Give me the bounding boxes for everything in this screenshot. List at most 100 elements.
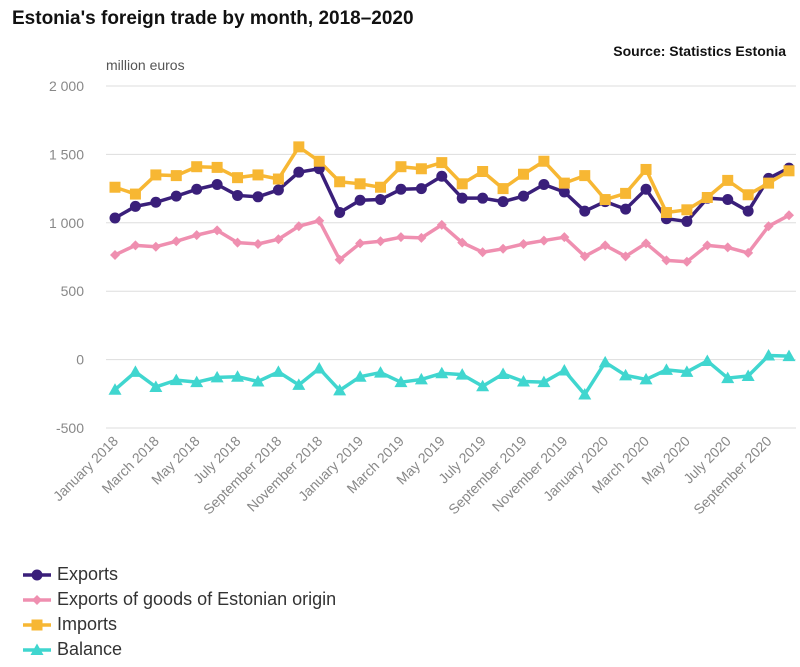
data-point-balance <box>639 372 653 385</box>
data-point-imports <box>191 161 203 173</box>
data-point-balance <box>455 368 469 380</box>
data-point-exports <box>640 183 652 195</box>
data-point-balance <box>190 375 204 388</box>
data-point-exports <box>477 192 489 204</box>
series-line-exports <box>114 166 790 224</box>
data-point-balance <box>271 365 285 377</box>
data-point-balance <box>231 370 245 382</box>
data-point-imports <box>579 170 591 182</box>
line-chart: -500 0 500 1 000 1 500 2 000 million euros Ja… <box>49 57 796 518</box>
data-point-exports <box>129 200 141 212</box>
data-point-imports <box>252 169 264 181</box>
series-line-exports-of-goods-of-estonian-origin <box>114 213 790 264</box>
legend-marker-exports <box>31 569 43 580</box>
data-point-exports <box>232 189 244 201</box>
y-tick-label: 2 000 <box>49 78 84 94</box>
data-point-exports-of-goods-of-estonian-origin <box>681 256 692 267</box>
data-point-balance <box>496 367 510 379</box>
legend-label: Exports of goods of Estonian origin <box>57 589 337 609</box>
data-point-exports-of-goods-of-estonian-origin <box>252 239 263 250</box>
series-lines <box>113 145 790 397</box>
legend-swatch-exports <box>23 569 51 580</box>
data-point-exports-of-goods-of-estonian-origin <box>600 240 611 251</box>
data-point-exports-of-goods-of-estonian-origin <box>375 236 386 247</box>
data-point-balance <box>333 383 347 396</box>
data-point-exports <box>334 207 346 219</box>
data-point-exports-of-goods-of-estonian-origin <box>538 235 549 246</box>
data-point-imports <box>354 178 366 190</box>
data-point-imports <box>763 177 775 189</box>
data-point-exports <box>191 183 203 195</box>
legend-marker-exports-of-goods-of-estonian-origin <box>32 594 42 605</box>
data-point-imports <box>395 161 407 173</box>
data-point-exports <box>497 196 509 208</box>
data-point-exports <box>436 170 448 182</box>
data-point-exports-of-goods-of-estonian-origin <box>395 232 406 243</box>
data-point-balance <box>312 361 326 374</box>
legend: Exports Exports of goods of Estonian orig… <box>22 562 336 662</box>
gridlines <box>106 85 796 429</box>
y-tick-label: 0 <box>76 352 84 368</box>
data-point-balance <box>251 374 265 387</box>
data-point-exports <box>375 194 387 206</box>
data-point-exports-of-goods-of-estonian-origin <box>273 234 284 245</box>
data-point-exports <box>456 192 468 204</box>
y-tick-label: 1 000 <box>49 215 84 231</box>
y-tick-label: 1 500 <box>49 146 84 162</box>
data-point-balance <box>721 371 735 384</box>
data-point-exports <box>150 196 162 208</box>
data-point-balance <box>128 365 142 377</box>
data-point-exports-of-goods-of-estonian-origin <box>579 251 590 262</box>
data-point-exports-of-goods-of-estonian-origin <box>498 243 509 254</box>
data-point-imports <box>313 155 325 167</box>
data-point-exports <box>579 205 591 217</box>
data-point-balance <box>619 368 633 381</box>
data-point-imports <box>701 191 713 203</box>
y-tick-label: -500 <box>56 420 84 436</box>
data-point-balance <box>374 366 388 378</box>
data-point-imports <box>272 173 284 185</box>
data-point-exports <box>415 183 427 195</box>
data-point-exports-of-goods-of-estonian-origin <box>293 221 304 232</box>
data-point-balance <box>108 383 122 395</box>
legend-label: Balance <box>57 639 123 659</box>
data-point-exports <box>722 194 734 206</box>
data-point-exports-of-goods-of-estonian-origin <box>232 237 243 248</box>
data-point-exports-of-goods-of-estonian-origin <box>171 236 182 247</box>
data-point-exports <box>681 215 693 227</box>
data-point-imports <box>538 155 550 167</box>
data-point-exports-of-goods-of-estonian-origin <box>110 249 120 260</box>
data-point-imports <box>477 166 489 177</box>
chart-title: Estonia's foreign trade by month, 2018–2… <box>12 8 414 29</box>
data-point-exports-of-goods-of-estonian-origin <box>661 255 672 266</box>
data-point-imports <box>640 163 652 175</box>
data-point-imports <box>211 161 223 173</box>
data-point-imports <box>170 170 182 182</box>
data-point-imports <box>558 177 570 189</box>
data-point-exports-of-goods-of-estonian-origin <box>334 254 345 265</box>
data-point-balance <box>557 364 571 376</box>
legend-item-balance: Balance <box>22 637 336 662</box>
data-point-exports-of-goods-of-estonian-origin <box>150 241 161 252</box>
legend-item-exports-of-goods-of-estonian-origin: Exports of goods of Estonian origin <box>22 587 336 612</box>
data-point-imports <box>456 178 468 190</box>
data-point-imports <box>334 176 346 188</box>
data-point-exports-of-goods-of-estonian-origin <box>620 251 631 262</box>
data-point-balance <box>292 378 306 390</box>
data-point-exports-of-goods-of-estonian-origin <box>559 232 570 243</box>
data-point-imports <box>150 169 162 181</box>
data-point-balance <box>353 370 367 382</box>
data-point-imports <box>681 204 693 216</box>
legend-label: Imports <box>57 614 118 634</box>
source-note: Source: Statistics Estonia <box>613 43 786 59</box>
data-point-exports <box>558 186 570 198</box>
y-axis-ticks: -500 0 500 1 000 1 500 2 000 <box>49 78 84 436</box>
data-point-exports-of-goods-of-estonian-origin <box>355 238 366 249</box>
data-point-balance <box>394 375 408 388</box>
data-point-imports <box>660 207 672 219</box>
legend-swatch-imports <box>23 619 51 630</box>
data-point-imports <box>517 168 529 180</box>
data-point-balance <box>578 387 592 400</box>
data-point-exports-of-goods-of-estonian-origin <box>314 215 325 226</box>
